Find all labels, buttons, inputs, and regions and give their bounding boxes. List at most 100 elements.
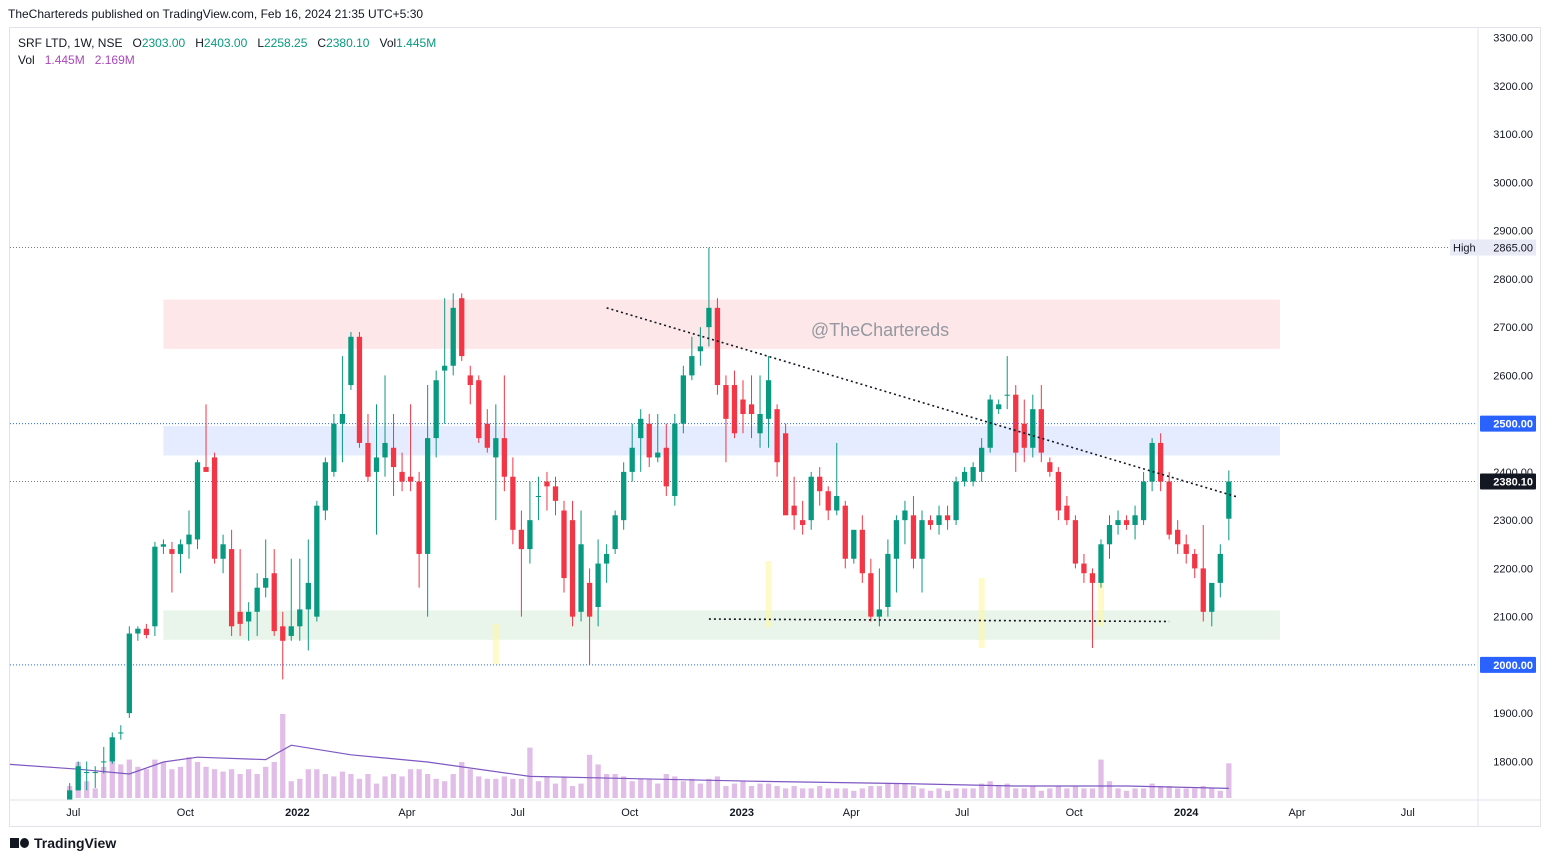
trendlines-layer [606, 307, 1238, 623]
candle-body [723, 385, 729, 419]
candle-body [765, 380, 772, 419]
candle-body [586, 582, 593, 617]
price-label-value: 2500.00 [1493, 419, 1533, 431]
volume-bar [382, 776, 388, 798]
candle-body [1123, 520, 1130, 525]
candle-body [638, 418, 644, 439]
candle [646, 414, 652, 468]
price-label-bg [1480, 415, 1536, 432]
volume-bar [834, 788, 840, 798]
volume-bar [118, 764, 124, 798]
candle-body [194, 462, 201, 540]
volume-bar [135, 766, 141, 798]
legend-volume-indicator-label: Vol [18, 53, 35, 67]
candle [1149, 438, 1155, 492]
wick-highlight [1097, 580, 1104, 627]
candle-body [706, 307, 712, 328]
candle [348, 331, 354, 390]
candle [1072, 515, 1079, 569]
candle-body [1064, 505, 1070, 521]
legend-high-value: 2403.00 [203, 36, 248, 50]
candle [1123, 515, 1130, 530]
volume-bar [322, 774, 329, 798]
candle [1115, 510, 1121, 535]
candle [663, 423, 669, 497]
time-tick-label: Oct [1066, 807, 1083, 819]
price-tick-label: 2800.00 [1493, 274, 1533, 286]
price-tick-label: 3300.00 [1493, 33, 1533, 45]
volume-bar [1132, 788, 1138, 798]
legend-close-label: C [317, 36, 327, 50]
volume-bar [1106, 781, 1113, 798]
candle-body [518, 529, 525, 550]
candle-body [118, 732, 124, 734]
candle [382, 375, 388, 477]
candle [527, 481, 533, 564]
candle [765, 356, 772, 448]
candle [331, 414, 337, 477]
volume-bar [254, 774, 260, 798]
candle [365, 414, 371, 482]
candle [1217, 544, 1223, 598]
volume-bar [348, 774, 354, 798]
zone-mid [163, 426, 1280, 456]
price-label-blue: 2500.00 [1480, 415, 1536, 432]
candle-body [220, 544, 226, 559]
volume-bar [271, 762, 277, 798]
volume-bar [228, 769, 235, 798]
volume-bar [280, 714, 286, 798]
candle [467, 365, 473, 405]
volume-bar [902, 783, 908, 798]
candle [629, 423, 635, 482]
candle [518, 510, 525, 617]
candle-body [331, 423, 337, 472]
volume-bar [1081, 788, 1087, 798]
candle-body [75, 766, 81, 791]
candle-body [927, 520, 934, 525]
volume-bar [851, 790, 857, 798]
candle-body [476, 380, 482, 439]
candle-body [1089, 573, 1096, 583]
candle-body [561, 510, 567, 579]
candle-body [211, 457, 218, 559]
candle [876, 568, 883, 627]
candle-body [288, 626, 294, 636]
volume-bar [927, 790, 934, 798]
candle [944, 505, 951, 530]
volume-bar [586, 754, 593, 798]
volume-bar [237, 774, 243, 798]
candle-body [493, 438, 499, 458]
candle [859, 515, 865, 583]
candle [1209, 582, 1215, 627]
candle [1166, 471, 1172, 540]
candle [1200, 524, 1206, 622]
candle-body [484, 423, 490, 448]
tradingview-footer[interactable]: TradingView [10, 835, 116, 851]
candle [254, 573, 260, 636]
candle [450, 293, 456, 376]
candle [314, 500, 320, 622]
candle-body [109, 737, 115, 762]
candle [1132, 505, 1138, 540]
volume-bar [109, 754, 115, 798]
price-tick-label: 2600.00 [1493, 370, 1533, 382]
time-tick-label: Jul [1401, 807, 1415, 819]
volume-bar [484, 778, 490, 798]
candle [791, 476, 797, 530]
candle [211, 452, 218, 564]
volume-bar [467, 769, 473, 798]
volume-bar [407, 769, 414, 798]
candle-body [603, 553, 610, 564]
candle-body [280, 626, 286, 641]
candle [194, 459, 201, 550]
candle [339, 356, 346, 463]
candle-body [1106, 524, 1113, 545]
candle [67, 783, 73, 800]
volume-bar [774, 786, 780, 798]
candle-body [817, 476, 823, 492]
candle [263, 539, 269, 598]
volume-bar [246, 769, 252, 798]
volume-bar [603, 774, 610, 798]
chart-legend: SRF LTD, 1W, NSE O2303.00 H2403.00 L2258… [18, 35, 436, 69]
